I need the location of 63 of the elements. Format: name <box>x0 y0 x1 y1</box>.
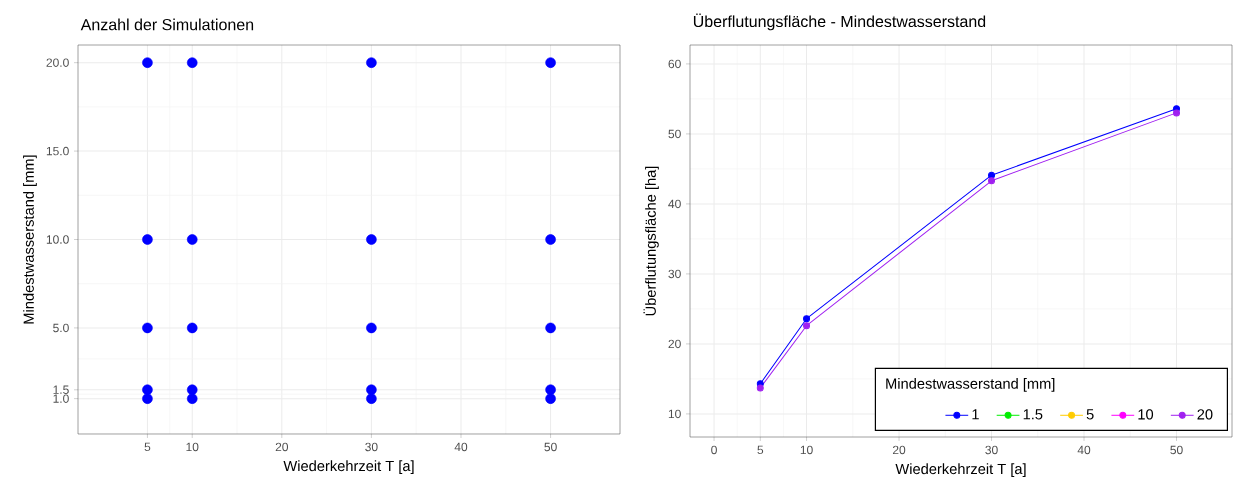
y-tick-label: 50 <box>668 129 681 139</box>
point <box>545 384 556 396</box>
x-tick-label: 5 <box>757 445 764 455</box>
point <box>545 393 556 404</box>
point <box>142 384 153 396</box>
chart-title: Überflutungsfläche - Mindestwasserstand <box>693 13 986 31</box>
y-tick-label: 40 <box>668 199 681 209</box>
point <box>756 384 764 392</box>
point <box>366 393 377 404</box>
y-tick-label: 10.0 <box>46 235 69 244</box>
point <box>366 384 377 396</box>
y-axis-title: Überflutungsfläche [ha] <box>643 166 659 316</box>
point <box>366 234 377 245</box>
y-tick-label: 1.0 <box>53 394 69 403</box>
point <box>803 315 811 323</box>
point <box>142 393 153 404</box>
x-axis-title: Wiederkehrzeit T [a] <box>283 460 414 475</box>
x-tick-label: 10 <box>186 442 199 452</box>
legend-title: Mindestwasserstand [mm] <box>886 378 1055 392</box>
point <box>988 171 996 179</box>
y-tick-label: 60 <box>668 59 681 69</box>
point <box>1173 109 1181 117</box>
point <box>803 322 811 330</box>
legend-label: 1.5 <box>1023 409 1043 420</box>
legend-label: 20 <box>1197 409 1213 420</box>
legend-label: 5 <box>1086 409 1094 420</box>
chart-title: Anzahl der Simulationen <box>80 18 254 31</box>
x-tick-label: 40 <box>454 442 468 452</box>
point <box>186 57 198 68</box>
point <box>545 57 556 68</box>
x-tick-label: 5 <box>144 442 151 452</box>
point <box>186 384 198 396</box>
point <box>366 57 377 68</box>
legend-label: 1 <box>972 409 979 420</box>
x-axis-title: Wiederkehrzeit T [a] <box>895 463 1026 478</box>
point <box>142 57 153 68</box>
point <box>142 322 153 334</box>
legend-label: 10 <box>1138 409 1154 420</box>
point <box>186 393 198 404</box>
x-tick-label: 10 <box>800 445 813 455</box>
x-tick-label: 20 <box>275 442 289 452</box>
y-tick-label: 15.0 <box>46 146 69 156</box>
x-tick-label: 20 <box>892 445 906 455</box>
y-tick-label: 30 <box>668 269 681 279</box>
x-tick-label: 50 <box>1170 445 1183 455</box>
point <box>186 234 198 245</box>
point <box>545 322 556 334</box>
y-tick-label: 1.5 <box>53 385 69 394</box>
y-tick-label: 20.0 <box>46 58 69 67</box>
y-tick-label: 10 <box>668 409 681 419</box>
point <box>142 234 153 245</box>
point <box>545 234 556 245</box>
y-axis-title: Mindestwasserstand [mm] <box>23 155 37 324</box>
x-tick-label: 40 <box>1077 445 1091 455</box>
y-tick-label: 5.0 <box>53 323 69 333</box>
x-tick-label: 30 <box>365 442 378 452</box>
x-tick-label: 50 <box>544 442 557 452</box>
x-tick-label: 0 <box>711 445 717 455</box>
y-tick-label: 20 <box>668 339 681 349</box>
x-tick-label: 30 <box>985 445 998 455</box>
point <box>186 322 198 334</box>
point <box>366 322 377 334</box>
point <box>988 177 996 185</box>
